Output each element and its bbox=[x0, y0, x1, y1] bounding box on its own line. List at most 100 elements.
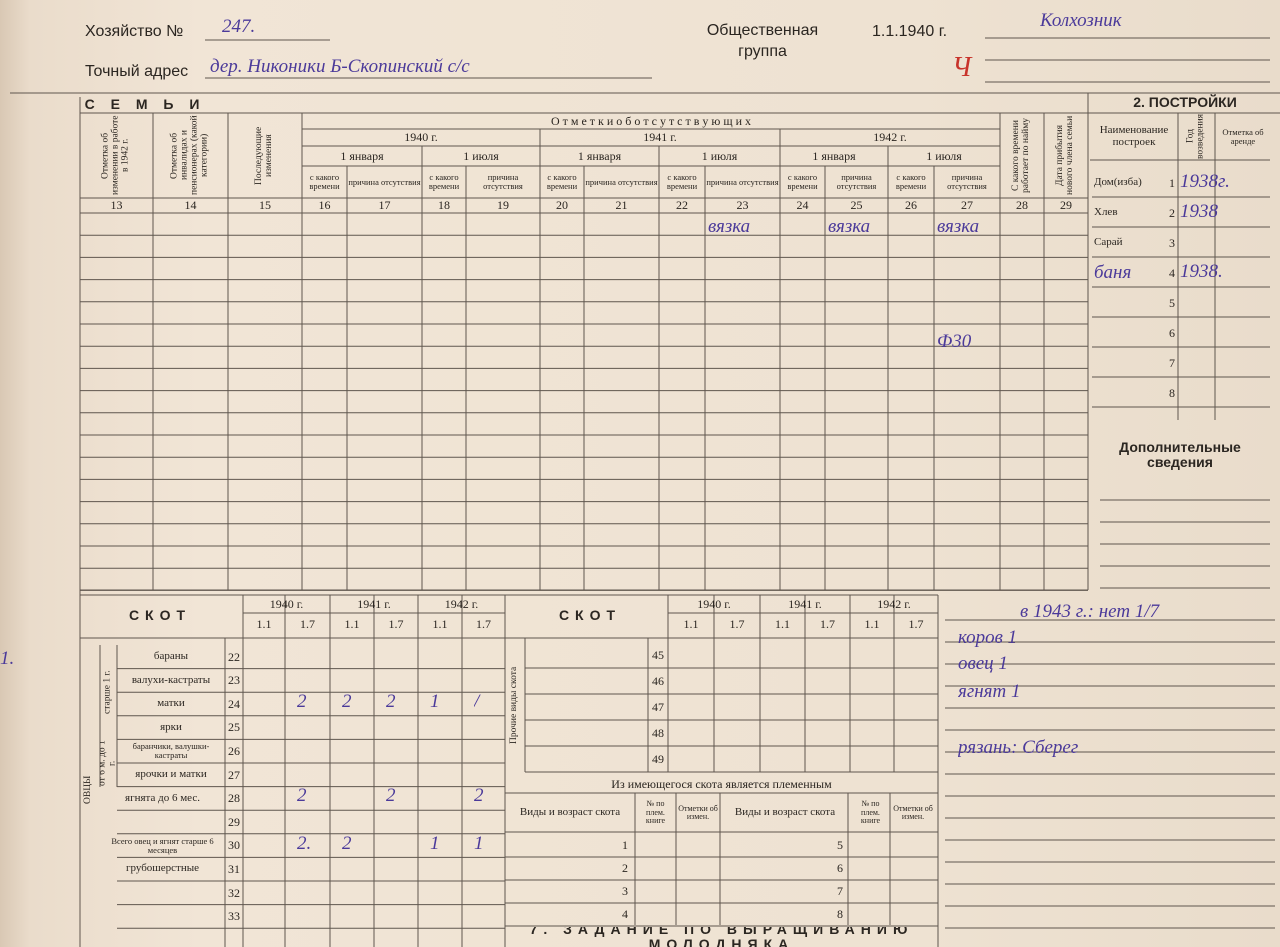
sub-header: с какого времени bbox=[309, 172, 340, 191]
sub-header: причина отсутствия bbox=[483, 172, 523, 191]
row-number: 31 bbox=[228, 861, 240, 876]
handwritten-value: 2 bbox=[342, 832, 352, 854]
row-label: валухи-кастраты bbox=[131, 673, 211, 686]
handwritten-note: рязань: Сберег bbox=[958, 737, 1079, 759]
row-number: 3 bbox=[1169, 235, 1175, 250]
section-title: СКОТ bbox=[558, 606, 622, 623]
sub-header: с какого времени bbox=[787, 172, 818, 191]
building-name: Хлев bbox=[1094, 206, 1118, 219]
date-header: 1.7 bbox=[729, 616, 745, 631]
column-header: Виды и возраст скота bbox=[734, 806, 836, 819]
column-header: Дата прибытия нового члена семьи bbox=[1055, 115, 1075, 196]
column-number: 20 bbox=[556, 198, 568, 213]
farm-label: Хозяйство № bbox=[85, 22, 184, 40]
row-number: 7 bbox=[837, 884, 843, 899]
year-header: 1942 г. bbox=[873, 130, 907, 145]
column-header: Наименование построек bbox=[1099, 123, 1169, 148]
date-header: 1.7 bbox=[476, 616, 491, 631]
date-header: 1.1 bbox=[432, 616, 448, 631]
column-number: 29 bbox=[1060, 198, 1072, 213]
row-number: 5 bbox=[837, 838, 843, 853]
column-number: 26 bbox=[905, 198, 917, 213]
column-header: Последующие изменения bbox=[254, 126, 274, 185]
building-year: 1938г. bbox=[1180, 171, 1230, 193]
year-header: 1940 г. bbox=[269, 596, 304, 611]
section-title: С Е М Ь И bbox=[84, 95, 206, 112]
row-number: 3 bbox=[622, 884, 628, 899]
absence-title: О т м е т к и о б о т с у т с т в у ю щ … bbox=[550, 113, 752, 128]
row-number: 49 bbox=[652, 751, 664, 766]
date-header: 1 июля bbox=[701, 148, 738, 163]
column-header: С какого времени работает по найму bbox=[1011, 118, 1031, 194]
sub-header: причина отсутствия bbox=[706, 176, 779, 187]
handwritten-value: 2 bbox=[386, 785, 396, 807]
row-number: 29 bbox=[228, 814, 240, 829]
date-header: 1.1 bbox=[864, 616, 880, 631]
year-header: 1942 г. bbox=[444, 596, 479, 611]
column-header: № по плем. книге bbox=[645, 799, 666, 826]
row-label: ягнята до 6 мес. bbox=[125, 791, 200, 804]
row-number: 8 bbox=[837, 907, 843, 922]
sub-header: с какого времени bbox=[546, 172, 578, 191]
age-group: от 6 м. до 1 г. bbox=[100, 740, 117, 787]
age-group: старше 1 г. bbox=[102, 670, 113, 715]
row-label: бараны bbox=[153, 650, 189, 663]
year-header: 1940 г. bbox=[404, 130, 438, 145]
section-title: 2. ПОСТРОЙКИ bbox=[1133, 93, 1237, 110]
row-number: 32 bbox=[228, 885, 240, 900]
column-number: 17 bbox=[378, 198, 391, 213]
row-number: 1 bbox=[1169, 175, 1175, 190]
column-number: 15 bbox=[259, 198, 271, 213]
year-header: 1941 г. bbox=[788, 596, 822, 611]
row-number: 48 bbox=[652, 725, 664, 740]
date-header: 1 января bbox=[340, 148, 384, 163]
column-number: 16 bbox=[318, 198, 331, 213]
column-number: 14 bbox=[184, 198, 197, 213]
building-name: Дом(изба) bbox=[1094, 176, 1142, 189]
group-label: ОВЦЫ bbox=[83, 775, 94, 805]
margin-note: 1. bbox=[0, 648, 15, 670]
building-year: 1938. bbox=[1180, 261, 1223, 283]
column-number: 21 bbox=[615, 198, 628, 213]
row-label: матки bbox=[157, 697, 185, 710]
column-header: № по плем. книге bbox=[860, 799, 881, 826]
handwritten-entry: вязка bbox=[937, 216, 980, 238]
sub-header: с какого времени bbox=[895, 172, 927, 191]
sub-header: причина отсутствия bbox=[836, 172, 877, 191]
row-number: 6 bbox=[1169, 325, 1175, 340]
row-number: 5 bbox=[1169, 295, 1175, 310]
row-number: 26 bbox=[228, 743, 240, 758]
row-number: 7 bbox=[1169, 355, 1175, 370]
row-number: 8 bbox=[1169, 385, 1175, 400]
row-number: 45 bbox=[652, 647, 664, 662]
row-number: 2 bbox=[1169, 205, 1175, 220]
address-label: Точный адрес bbox=[85, 62, 189, 80]
date-header: 1 января bbox=[577, 148, 622, 163]
row-label: баранчики, валушки-кастраты bbox=[132, 741, 210, 761]
handwritten-note: ягнят 1 bbox=[958, 681, 1021, 703]
handwritten-value: 2 bbox=[297, 691, 307, 713]
breeding-title: Из имеющегося скота является племенным bbox=[611, 776, 832, 791]
row-label: ярки bbox=[160, 720, 182, 733]
row-number: 46 bbox=[652, 673, 664, 688]
row-number: 4 bbox=[1169, 265, 1175, 280]
row-number: 27 bbox=[228, 767, 240, 782]
group-label: Общественная bbox=[706, 21, 819, 39]
address: дер. Никоники Б-Скопинский с/с bbox=[210, 56, 470, 78]
additional-info: Дополнительные сведения bbox=[1119, 439, 1241, 470]
column-header: Отметка об аренде bbox=[1222, 126, 1264, 146]
row-label: ярочки и матки bbox=[135, 768, 207, 781]
section-title: СКОТ bbox=[128, 606, 192, 623]
row-number: 6 bbox=[837, 861, 843, 876]
sub-header: причина отсутствия bbox=[947, 172, 987, 191]
row-number: 2 bbox=[622, 861, 628, 876]
group-label: группа bbox=[738, 42, 787, 60]
sub-header: с какого времени bbox=[428, 172, 460, 191]
side-label: Прочие виды скота bbox=[509, 666, 520, 744]
column-number: 22 bbox=[676, 198, 688, 213]
mark: Ч bbox=[952, 52, 972, 84]
column-header: Отметка об изменении в работе в 1942 г. bbox=[100, 115, 131, 196]
column-number: 19 bbox=[497, 198, 509, 213]
